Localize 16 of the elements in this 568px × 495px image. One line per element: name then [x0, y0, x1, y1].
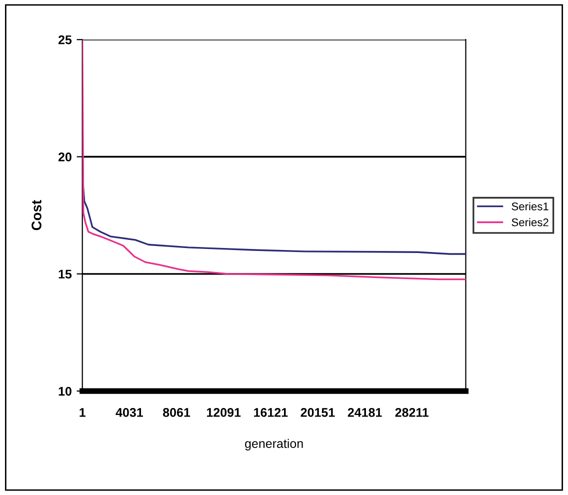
x-axis-title: generation [245, 438, 303, 450]
y-tick-label: 20 [58, 152, 72, 162]
x-tick-label: 12091 [206, 408, 241, 417]
x-tick-label: 20151 [300, 408, 335, 417]
y-axis-title: Cost [32, 200, 42, 230]
x-tick-label: 1 [80, 408, 86, 417]
x-tick-label: 24181 [348, 408, 382, 417]
legend-label: Series1 [512, 202, 548, 210]
y-tick-label: 15 [58, 270, 72, 279]
y-tick-label: 25 [58, 35, 72, 44]
y-tick-label: 10 [58, 386, 72, 396]
x-tick-label: 16121 [254, 408, 288, 417]
x-tick-label: 4031 [116, 408, 143, 417]
legend-label: Series2 [512, 218, 548, 226]
x-tick-label: 28211 [395, 408, 429, 417]
x-tick-label: 8061 [163, 408, 190, 417]
